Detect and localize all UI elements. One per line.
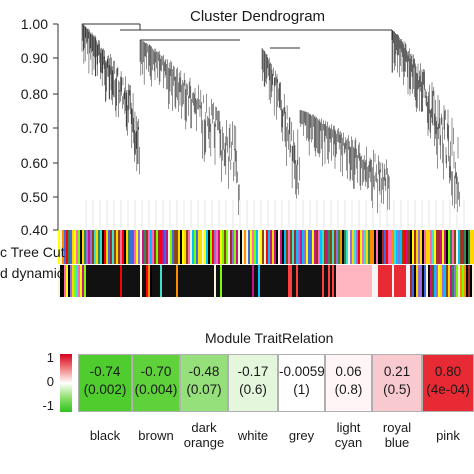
y-tick: 0.40: [20, 222, 48, 238]
y-tick: 0.50: [20, 189, 48, 205]
module-label-4: grey: [288, 428, 315, 443]
cell-correlation: 0.21: [383, 364, 411, 379]
dendrogram-title: Cluster Dendrogram: [190, 8, 326, 25]
module-trait-title: Module TraitRelation: [205, 330, 334, 346]
heatmap-cell-2: -0.48 (0.07): [180, 354, 228, 412]
cell-correlation: 0.06: [335, 364, 362, 379]
module-label-5: light cyan: [334, 420, 363, 450]
module-label-0: black: [89, 428, 121, 443]
module-label-7: pink: [436, 428, 460, 443]
cell-pvalue: (0.002): [83, 382, 127, 397]
cell-pvalue: (1): [293, 382, 310, 397]
cell-correlation: -0.17: [237, 364, 269, 379]
heatmap-cell-1: -0.70 (0.004): [132, 354, 180, 412]
track-label-tree-cut: c Tree Cut: [0, 244, 65, 260]
cell-pvalue: (0.004): [134, 382, 178, 397]
module-label-6: royal blue: [382, 420, 412, 450]
cell-correlation: -0.48: [188, 364, 220, 379]
y-tick: 0.90: [20, 50, 48, 66]
cell-correlation: -0.74: [89, 364, 121, 379]
cell-correlation: -0.70: [140, 364, 172, 379]
scale-tick: 0: [46, 374, 54, 389]
heatmap-cell-7: 0.80 (4e-04): [422, 354, 474, 412]
scale-tick: 1: [46, 350, 54, 365]
dendrogram-axis-line: [53, 23, 59, 231]
heatmap-cell-4: -0.0059 (1): [278, 354, 325, 412]
scale-tick: -1: [42, 398, 54, 413]
cell-pvalue: (4e-04): [426, 382, 470, 397]
module-label-1: brown: [138, 428, 174, 443]
module-color-track-dynamic: [58, 265, 474, 297]
correlation-color-scale: [60, 354, 72, 412]
y-tick: 0.80: [20, 86, 48, 102]
dendrogram-plot: [53, 23, 474, 297]
cell-correlation: -0.0059: [279, 364, 325, 379]
cell-pvalue: (0.5): [383, 382, 411, 397]
cell-correlation: 0.80: [434, 364, 462, 379]
y-tick: 1.00: [20, 16, 48, 32]
heatmap-cell-3: -0.17 (0.6): [228, 354, 278, 412]
heatmap-cell-0: -0.74 (0.002): [78, 354, 132, 412]
cell-pvalue: (0.6): [239, 382, 267, 397]
module-color-track-tree-cut: [58, 230, 474, 264]
y-tick: 0.70: [20, 120, 48, 136]
heatmap-cell-6: 0.21 (0.5): [372, 354, 422, 412]
heatmap-cell-5: 0.06 (0.8): [325, 354, 372, 412]
module-label-3: white: [237, 428, 269, 443]
y-tick: 0.60: [20, 155, 48, 171]
module-label-2: dark orange: [183, 420, 225, 450]
dendrogram-tree: [81, 23, 465, 228]
cell-pvalue: (0.07): [186, 382, 222, 397]
cell-pvalue: (0.8): [334, 382, 363, 397]
track-label-dynamic: d dynamic: [0, 265, 64, 281]
